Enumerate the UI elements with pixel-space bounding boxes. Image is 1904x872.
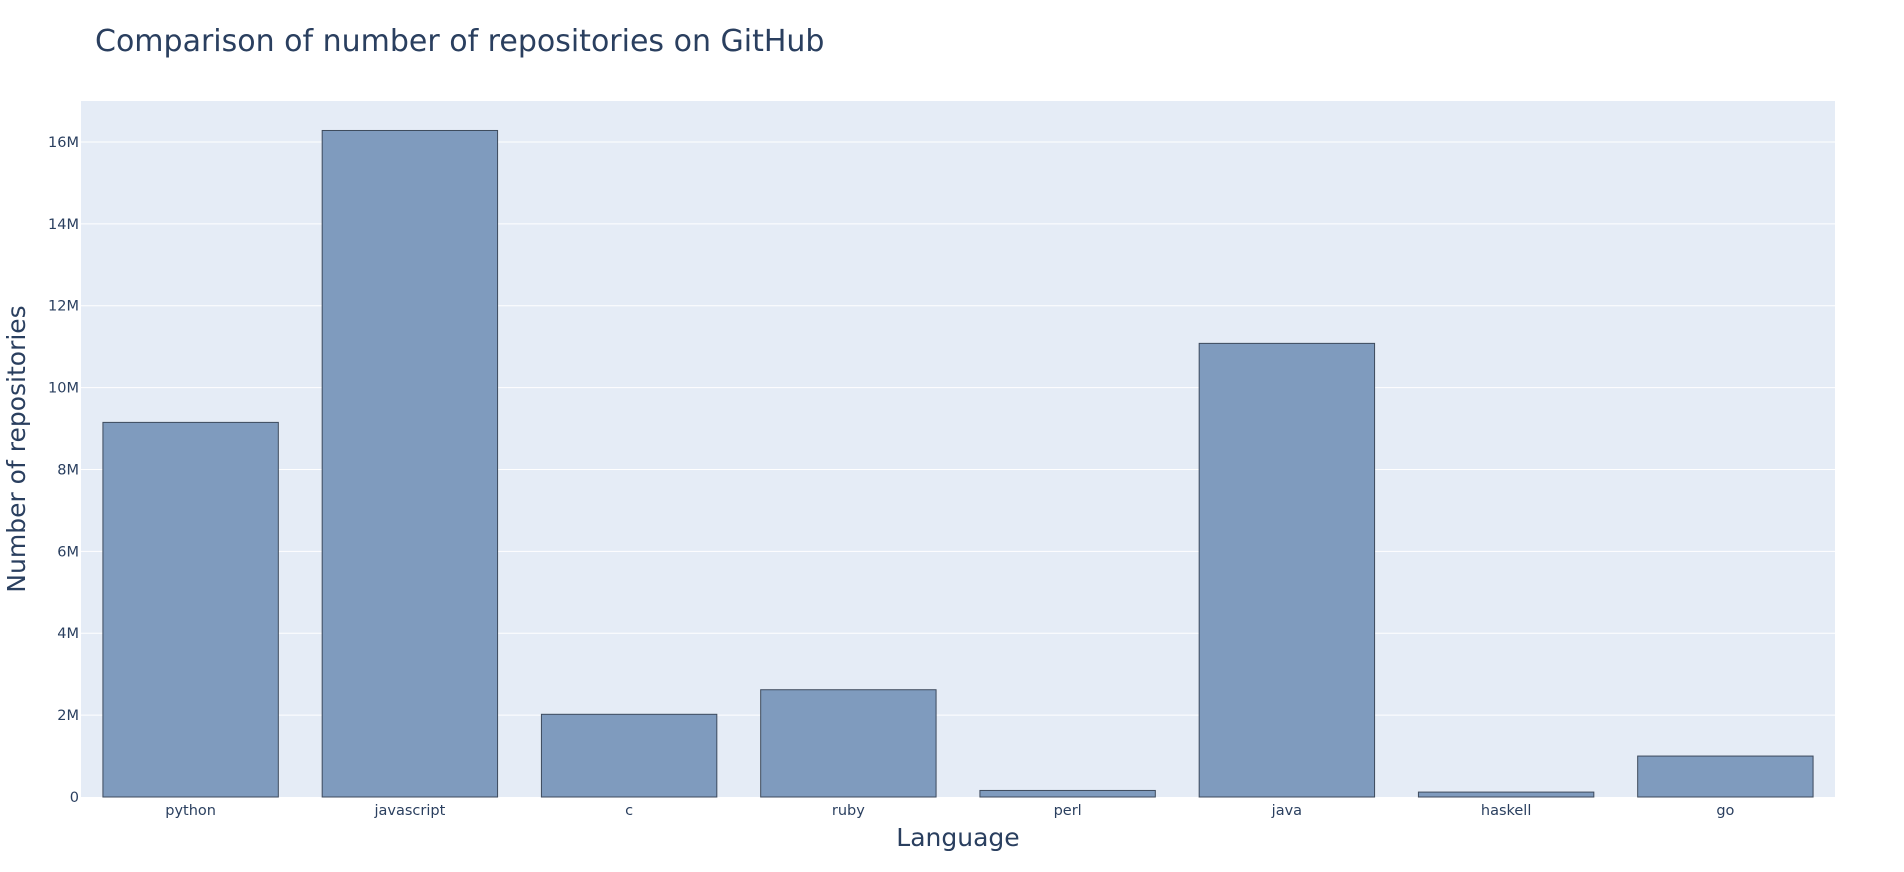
y-tick-label: 16M	[48, 135, 79, 151]
y-tick-label: 4M	[57, 626, 79, 642]
x-tick-label-go: go	[1716, 803, 1734, 819]
bar-c	[540, 713, 718, 798]
x-tick-label-java: java	[1271, 803, 1302, 819]
y-tick-label: 6M	[57, 544, 79, 560]
x-axis-title: Language	[896, 823, 1019, 852]
y-tick-label: 12M	[48, 299, 79, 315]
y-axis-ticks: 0 2M 4M 6M 8M 10M 12M 14M 16M	[48, 135, 79, 806]
bar-ruby	[760, 689, 937, 798]
y-tick-label: 14M	[48, 217, 79, 233]
x-tick-label-haskell: haskell	[1481, 803, 1532, 819]
bar-perl	[979, 789, 1156, 798]
x-tick-label-python: python	[165, 803, 216, 819]
y-tick-label: 2M	[57, 708, 79, 724]
y-tick-label: 10M	[48, 381, 79, 397]
bar-javascript	[321, 129, 499, 798]
y-tick-label: 8M	[57, 462, 79, 478]
y-axis-title: Number of repositories	[2, 305, 31, 592]
x-tick-label-perl: perl	[1054, 803, 1082, 819]
bar-python	[102, 421, 279, 798]
x-tick-label-ruby: ruby	[832, 803, 865, 819]
x-axis-ticks: python javascript c ruby perl java haskell go	[165, 803, 1734, 819]
bar-haskell	[1417, 791, 1595, 798]
y-tick-label: 0	[70, 790, 79, 806]
bar-go	[1637, 755, 1814, 798]
bar-java	[1198, 342, 1376, 798]
x-tick-label-c: c	[625, 803, 633, 819]
x-tick-label-javascript: javascript	[373, 803, 445, 819]
chart-title: Comparison of number of repositories on …	[95, 24, 824, 59]
bars	[102, 129, 1814, 798]
